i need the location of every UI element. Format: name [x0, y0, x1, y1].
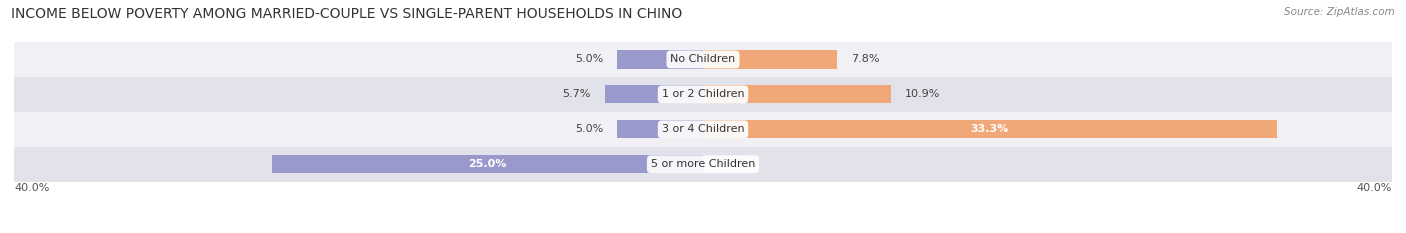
- Text: 1 or 2 Children: 1 or 2 Children: [662, 89, 744, 99]
- Text: INCOME BELOW POVERTY AMONG MARRIED-COUPLE VS SINGLE-PARENT HOUSEHOLDS IN CHINO: INCOME BELOW POVERTY AMONG MARRIED-COUPL…: [11, 7, 682, 21]
- Text: 5 or more Children: 5 or more Children: [651, 159, 755, 169]
- Bar: [605, 85, 703, 103]
- Text: Source: ZipAtlas.com: Source: ZipAtlas.com: [1284, 7, 1395, 17]
- Bar: [14, 147, 1392, 182]
- Text: 0.0%: 0.0%: [717, 159, 745, 169]
- Text: 40.0%: 40.0%: [1357, 184, 1392, 193]
- Bar: [273, 155, 703, 173]
- Text: 5.7%: 5.7%: [562, 89, 591, 99]
- Bar: [14, 112, 1392, 147]
- Text: 5.0%: 5.0%: [575, 124, 603, 134]
- Text: 40.0%: 40.0%: [14, 184, 49, 193]
- Text: 5.0%: 5.0%: [575, 55, 603, 64]
- Bar: [703, 85, 891, 103]
- Text: No Children: No Children: [671, 55, 735, 64]
- Bar: [14, 77, 1392, 112]
- Text: 33.3%: 33.3%: [970, 124, 1010, 134]
- Text: 10.9%: 10.9%: [904, 89, 939, 99]
- Text: 3 or 4 Children: 3 or 4 Children: [662, 124, 744, 134]
- Bar: [703, 50, 838, 69]
- Bar: [617, 120, 703, 138]
- Text: 7.8%: 7.8%: [851, 55, 880, 64]
- Bar: [617, 50, 703, 69]
- Bar: [703, 120, 1277, 138]
- Text: 25.0%: 25.0%: [468, 159, 508, 169]
- Bar: [14, 42, 1392, 77]
